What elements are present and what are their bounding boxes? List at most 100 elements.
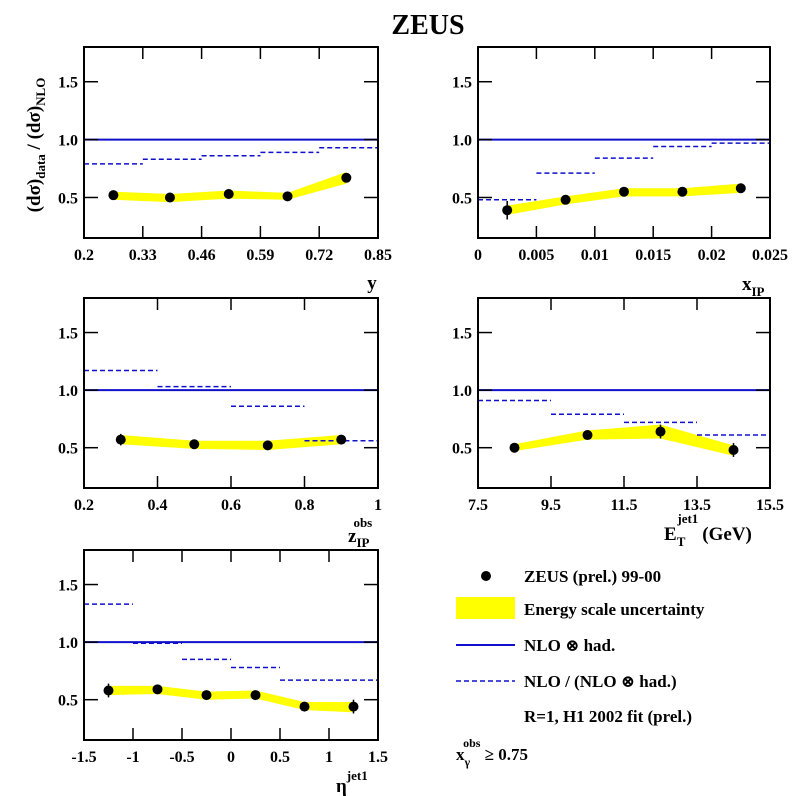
xtick-label-y-2: 0.46 bbox=[188, 247, 216, 264]
xtick-label-y-5: 0.85 bbox=[364, 247, 392, 264]
plot-area-eta: -1.5 -1 -0.5 0 0.5 1 1.5 0.5 1.0 1.5 bbox=[58, 549, 388, 766]
xlabel-zip: zIPobs bbox=[348, 515, 372, 550]
xtick-label-y-1: 0.33 bbox=[129, 247, 157, 264]
xtick-label-y-0: 0.2 bbox=[74, 247, 94, 264]
frame-et bbox=[477, 297, 771, 489]
ytick-label-et-1: 1.0 bbox=[452, 383, 472, 400]
ytick-label-zip-1: 1.0 bbox=[58, 383, 78, 400]
data-point-et-0 bbox=[509, 442, 520, 453]
panel-zip: 0.2 0.4 0.6 0.8 1 0.5 1.0 1.5 zIPobs bbox=[58, 297, 382, 550]
ytick-label-zip-0: 0.5 bbox=[58, 441, 78, 458]
xtick-label-y-3: 0.59 bbox=[246, 247, 274, 264]
data-point-xip-1 bbox=[560, 194, 571, 205]
legend-nlo-label: NLO ⊗ had. bbox=[524, 636, 615, 655]
legend-band-swatch bbox=[456, 597, 515, 619]
legend-cut: xγobs ≥ 0.75 bbox=[456, 736, 528, 769]
uncertainty-band-et bbox=[514, 424, 734, 456]
data-point-eta-0 bbox=[103, 685, 114, 696]
xtick-label-eta-0: -1.5 bbox=[71, 749, 96, 766]
uncertainty-band-eta bbox=[108, 685, 354, 713]
ytick-label-zip-2: 1.5 bbox=[58, 326, 78, 343]
xlabel-xip: xIP bbox=[742, 274, 765, 299]
frame-eta bbox=[83, 549, 379, 741]
xtick-label-zip-4: 1 bbox=[374, 497, 382, 514]
data-point-xip-2 bbox=[619, 186, 629, 197]
frame-zip bbox=[83, 297, 379, 489]
xlabel-eta: ηjet1 bbox=[336, 768, 368, 796]
data-point-eta-2 bbox=[201, 690, 212, 701]
plot-area-et: 7.5 9.5 11.5 13.5 15.5 0.5 1.0 1.5 bbox=[452, 297, 784, 514]
data-point-y-3 bbox=[282, 191, 293, 202]
ytick-label-y-1: 1.0 bbox=[58, 133, 78, 150]
xtick-label-zip-2: 0.6 bbox=[221, 497, 241, 514]
ytick-label-eta-2: 1.5 bbox=[58, 578, 78, 595]
data-point-eta-4 bbox=[299, 701, 310, 712]
panel-y: 0.2 0.33 0.46 0.59 0.72 0.85 0.5 1.0 1.5 y bbox=[58, 46, 392, 294]
data-point-zip-3 bbox=[336, 434, 347, 445]
ytick-label-xip-0: 0.5 bbox=[452, 190, 472, 207]
ytick-label-eta-0: 0.5 bbox=[58, 693, 78, 710]
figure-ylabel: (dσ)data / (dσ)NLO bbox=[24, 78, 48, 213]
xtick-label-zip-0: 0.2 bbox=[74, 497, 94, 514]
data-point-et-1 bbox=[582, 430, 593, 441]
ytick-label-y-0: 0.5 bbox=[58, 190, 78, 207]
legend-data-label: ZEUS (prel.) 99-00 bbox=[524, 567, 661, 586]
xtick-label-et-0: 7.5 bbox=[468, 497, 488, 514]
ytick-label-y-2: 1.5 bbox=[58, 75, 78, 92]
legend-band-label: Energy scale uncertainty bbox=[524, 600, 705, 619]
xtick-label-et-1: 9.5 bbox=[541, 497, 561, 514]
xtick-label-xip-3: 0.015 bbox=[635, 247, 671, 264]
panel-eta: -1.5 -1 -0.5 0 0.5 1 1.5 0.5 1.0 1.5 ηjet1 bbox=[58, 549, 388, 796]
data-point-y-4 bbox=[341, 172, 352, 183]
data-point-et-2 bbox=[655, 426, 666, 437]
xtick-label-xip-5: 0.025 bbox=[752, 247, 788, 264]
xtick-label-et-3: 13.5 bbox=[683, 497, 711, 514]
legend-data-marker bbox=[481, 571, 491, 581]
ytick-label-xip-2: 1.5 bbox=[452, 75, 472, 92]
legend: ZEUS (prel.) 99-00 Energy scale uncertai… bbox=[456, 567, 705, 769]
xtick-label-et-4: 15.5 bbox=[756, 497, 784, 514]
xtick-label-eta-2: -0.5 bbox=[169, 749, 194, 766]
legend-ratio-label: NLO / (NLO ⊗ had.) bbox=[524, 672, 677, 691]
data-point-et-3 bbox=[728, 445, 739, 455]
ytick-label-eta-1: 1.0 bbox=[58, 635, 78, 652]
frame-xip bbox=[477, 46, 771, 239]
data-point-y-2 bbox=[223, 189, 234, 200]
data-point-zip-0 bbox=[115, 434, 126, 445]
ytick-label-et-0: 0.5 bbox=[452, 441, 472, 458]
xtick-label-y-4: 0.72 bbox=[305, 247, 333, 264]
plot-area-xip: 0 0.005 0.01 0.015 0.02 0.025 0.5 1.0 1.5 bbox=[452, 46, 788, 264]
plot-area-y: 0.2 0.33 0.46 0.59 0.72 0.85 0.5 1.0 1.5 bbox=[58, 46, 392, 264]
data-point-zip-1 bbox=[189, 439, 200, 450]
data-point-xip-4 bbox=[735, 183, 746, 194]
xtick-label-eta-4: 0.5 bbox=[270, 749, 290, 766]
plot-area-zip: 0.2 0.4 0.6 0.8 1 0.5 1.0 1.5 bbox=[58, 297, 382, 514]
xtick-label-zip-1: 0.4 bbox=[148, 497, 168, 514]
xtick-label-eta-1: -1 bbox=[126, 749, 139, 766]
xlabel-y: y bbox=[367, 273, 377, 294]
panel-et: 7.5 9.5 11.5 13.5 15.5 0.5 1.0 1.5 ETjet1(GeV) bbox=[452, 297, 784, 549]
panel-xip: 0 0.005 0.01 0.015 0.02 0.025 0.5 1.0 1.5 xIP bbox=[452, 46, 788, 299]
uncertainty-band-zip bbox=[120, 435, 342, 450]
xlabel-et: ETjet1(GeV) bbox=[664, 511, 752, 549]
figure-title: ZEUS bbox=[391, 10, 464, 41]
xtick-label-zip-3: 0.8 bbox=[295, 497, 315, 514]
ytick-label-xip-1: 1.0 bbox=[452, 133, 472, 150]
xtick-label-xip-0: 0 bbox=[474, 247, 482, 264]
legend-note: R=1, H1 2002 fit (prel.) bbox=[524, 707, 692, 726]
xtick-label-eta-3: 0 bbox=[227, 749, 235, 766]
xtick-label-xip-1: 0.005 bbox=[518, 247, 554, 264]
xtick-label-eta-6: 1.5 bbox=[368, 749, 388, 766]
data-point-eta-5 bbox=[348, 701, 359, 712]
data-point-eta-3 bbox=[250, 690, 261, 701]
data-point-y-1 bbox=[164, 192, 175, 203]
xtick-label-eta-5: 1 bbox=[325, 749, 333, 766]
xtick-label-xip-4: 0.02 bbox=[698, 247, 726, 264]
data-point-eta-1 bbox=[152, 684, 163, 695]
xtick-label-xip-2: 0.01 bbox=[581, 247, 609, 264]
data-point-xip-0 bbox=[502, 205, 513, 216]
data-point-zip-2 bbox=[262, 440, 273, 451]
data-point-xip-3 bbox=[677, 186, 688, 197]
ytick-label-et-2: 1.5 bbox=[452, 326, 472, 343]
